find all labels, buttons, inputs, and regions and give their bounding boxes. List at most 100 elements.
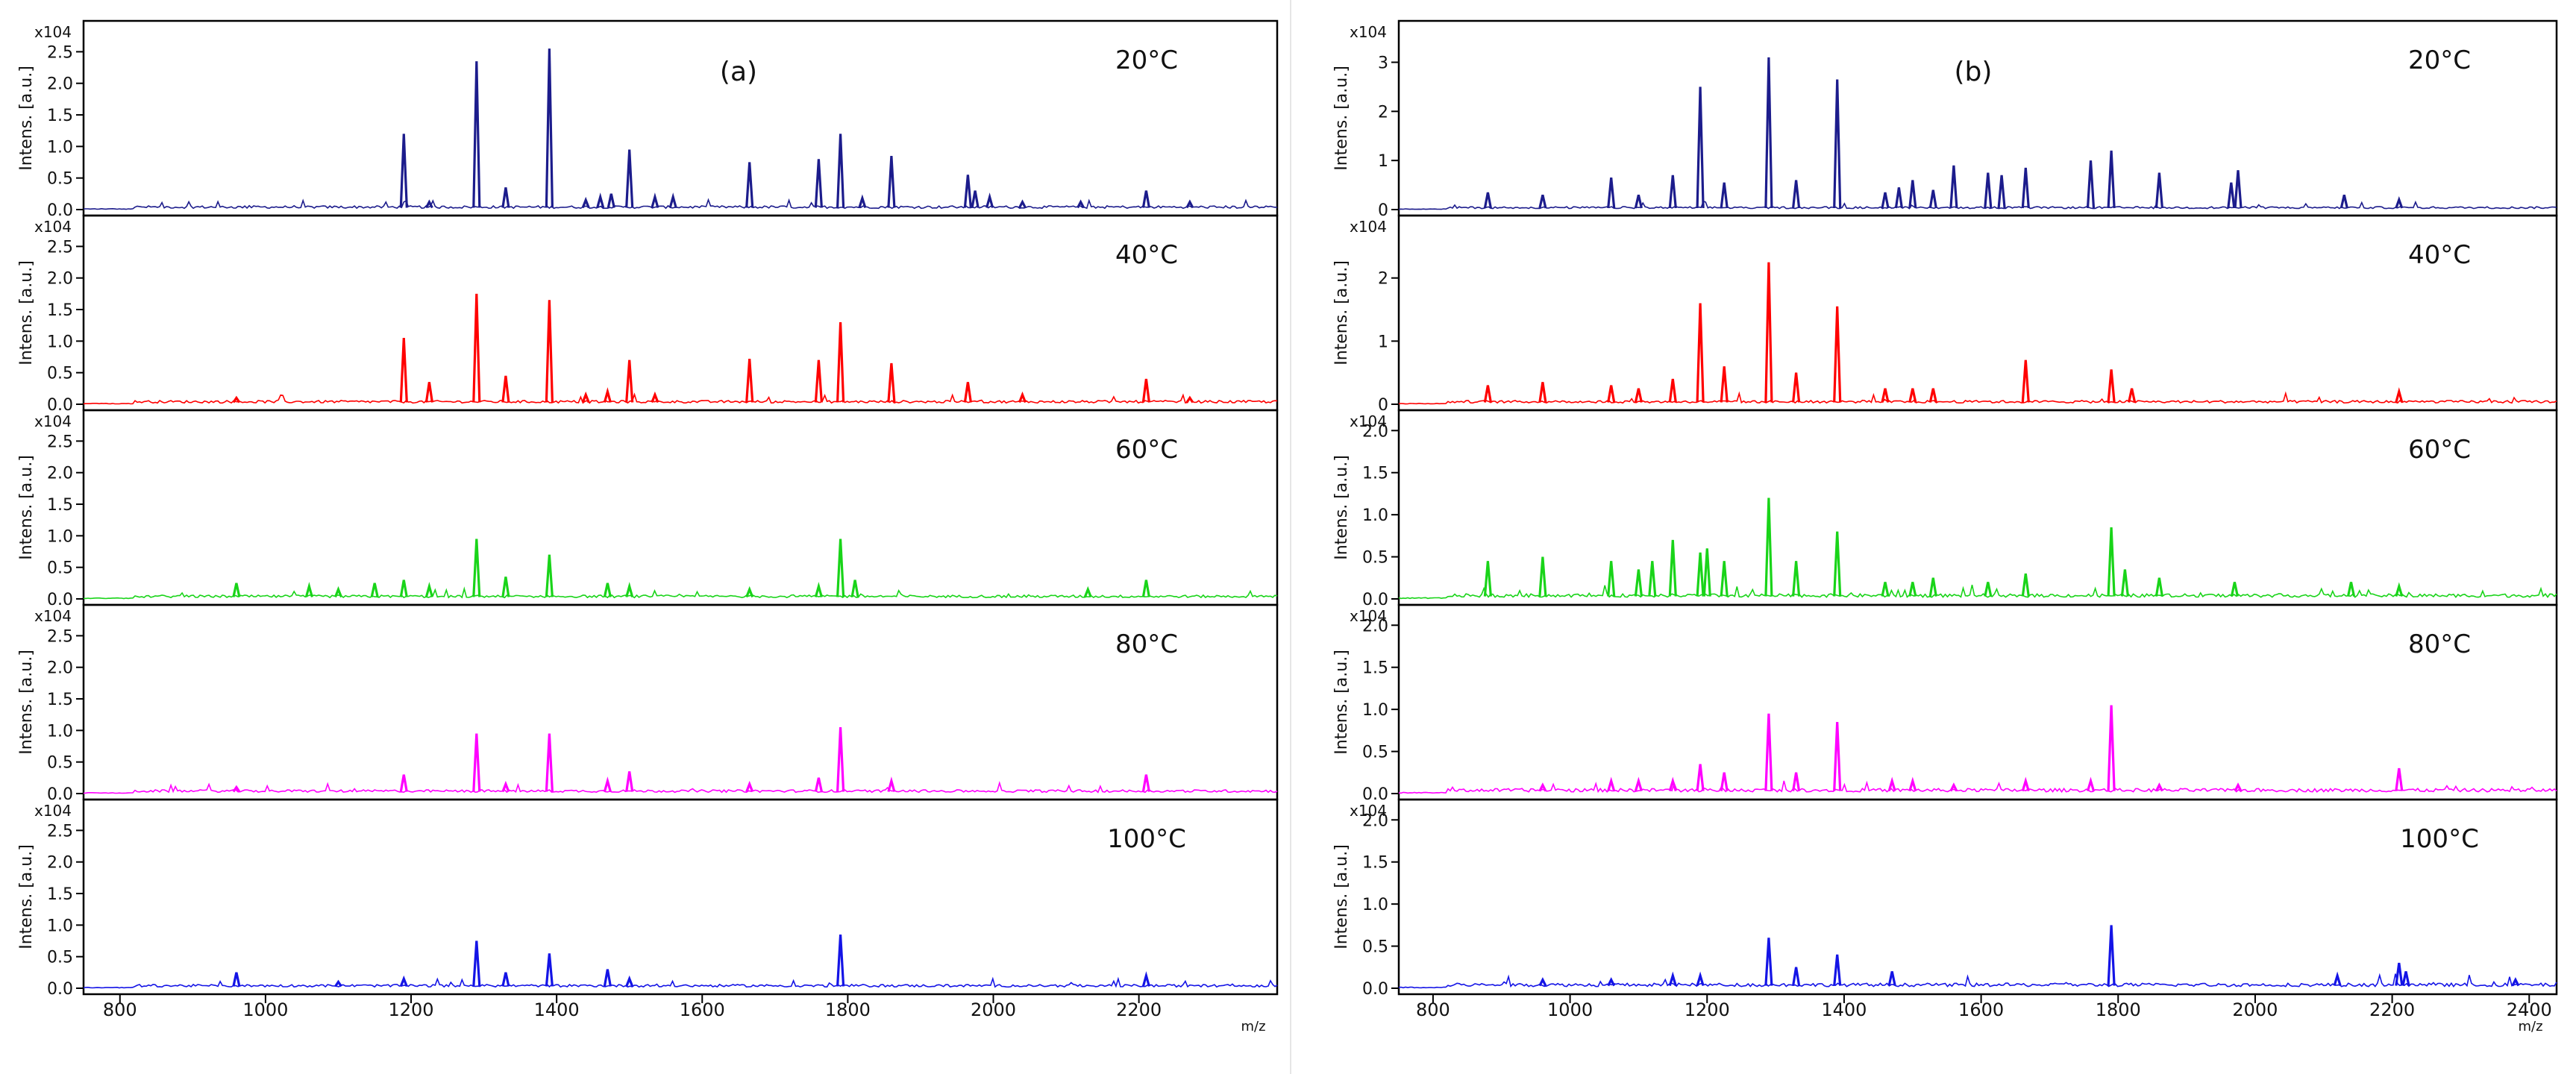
spectrum-baseline xyxy=(83,780,1278,794)
temperature-label: 60°C xyxy=(1115,435,1178,465)
y-axis-label: Intens. [a.u.] xyxy=(17,260,36,365)
spectrum-peak xyxy=(1984,582,1993,597)
spectrum-peak xyxy=(304,582,313,597)
y-tick-label: 2.0 xyxy=(1362,617,1388,635)
spectrum-peak xyxy=(2154,172,2163,209)
spectrum-peak xyxy=(1141,580,1150,597)
y-multiplier-label: x104 xyxy=(34,607,72,625)
y-tick-label: 2.5 xyxy=(47,433,73,451)
spectrum-peak xyxy=(501,577,510,597)
spectrum-peak xyxy=(472,61,481,208)
spectrum-peak xyxy=(399,774,408,792)
spectrum-peak xyxy=(2107,705,2116,791)
spectrum-peak xyxy=(1538,194,1547,209)
y-tick-label: 0.0 xyxy=(1362,785,1388,804)
y-tick-label: 0.0 xyxy=(47,591,73,609)
spectrum-subplot: 0 1 2 Intens. [a.u.] x104 40°C xyxy=(1332,214,2558,415)
spectrum-peak xyxy=(1720,772,1729,791)
spectrum-peak xyxy=(625,975,634,987)
y-multiplier-label: x104 xyxy=(1350,23,1387,41)
y-tick-label: 1.0 xyxy=(47,917,73,935)
x-tick-label: 1600 xyxy=(680,999,725,1020)
spectrum-peak xyxy=(2107,527,2116,597)
spectrum-peak xyxy=(1792,372,1801,403)
y-tick-label: 2.0 xyxy=(1362,422,1388,441)
spectrum-peak xyxy=(334,979,342,987)
spectrum-peak xyxy=(2021,573,2030,597)
spectrum-peak xyxy=(836,727,845,792)
spectrum-baseline xyxy=(1398,391,2557,405)
y-axis-label: Intens. [a.u.] xyxy=(17,844,36,949)
y-tick-label: 0.0 xyxy=(47,201,73,220)
y-multiplier-label: x104 xyxy=(1350,412,1387,430)
spectrum-peak xyxy=(2346,582,2356,597)
spectrum-peak xyxy=(1668,175,1677,209)
spectrum-peak xyxy=(596,192,605,208)
spectrum-peak xyxy=(1141,774,1150,792)
spectrum-peak xyxy=(1634,388,1643,403)
temperature-label: 40°C xyxy=(2408,240,2471,270)
y-tick-label: 1.5 xyxy=(47,496,73,515)
y-tick-label: 2.0 xyxy=(47,465,73,483)
spectrum-peak xyxy=(2230,582,2239,597)
spectrum-peak xyxy=(2021,167,2030,209)
spectrum-peak xyxy=(1833,722,1842,791)
x-tick-label: 2400 xyxy=(2507,999,2552,1020)
y-tick-label: 0.5 xyxy=(47,754,73,773)
spectrum-peak xyxy=(2154,782,2163,792)
temperature-label: 60°C xyxy=(2408,435,2471,465)
spectrum-peak xyxy=(232,972,241,987)
spectrum-peak xyxy=(836,321,845,403)
y-multiplier-label: x104 xyxy=(34,802,72,820)
y-tick-label: 2 xyxy=(1378,103,1388,122)
spectrum-peak xyxy=(1833,954,1842,986)
y-multiplier-label: x104 xyxy=(1350,802,1387,820)
y-tick-label: 1.5 xyxy=(1362,854,1388,873)
spectrum-peak xyxy=(1887,971,1896,986)
y-tick-label: 0.5 xyxy=(47,559,73,578)
spectrum-peak xyxy=(2128,388,2137,403)
spectrum-peak xyxy=(1668,378,1677,403)
y-axis-label: Intens. [a.u.] xyxy=(1332,455,1351,560)
y-tick-label: 1.0 xyxy=(1362,701,1388,720)
spectrum-peak xyxy=(1908,388,1917,403)
spectrum-peak xyxy=(2395,962,2404,986)
spectrum-peak xyxy=(2107,925,2116,986)
spectrum-peak xyxy=(2154,577,2163,597)
spectrum-peak xyxy=(1696,764,1705,791)
y-tick-label: 0 xyxy=(1378,201,1388,220)
spectrum-peak xyxy=(814,582,823,597)
spectrum-peak xyxy=(1881,582,1890,597)
x-tick-label: 1000 xyxy=(242,999,288,1020)
subplot-frame xyxy=(82,798,1279,996)
spectrum-peak xyxy=(858,194,867,208)
spectrum-peak xyxy=(2401,971,2410,986)
spectrum-peak xyxy=(2333,971,2342,987)
spectrum-peak xyxy=(232,785,241,793)
x-tick-label: 1200 xyxy=(1685,999,1730,1020)
spectrum-peak xyxy=(1908,776,1917,792)
y-tick-label: 2 xyxy=(1378,270,1388,289)
spectrum-peak xyxy=(2021,359,2030,403)
y-tick-label: 1.5 xyxy=(47,301,73,320)
spectrum-peak xyxy=(399,338,408,403)
spectrum-subplot: 0.0 0.5 1.0 1.5 2.0 2.5 Intens. [a.u.] x104 100°… xyxy=(17,798,1279,999)
spectrum-peak xyxy=(2511,977,2520,987)
spectrum-peak xyxy=(887,362,896,403)
temperature-label: 80°C xyxy=(1115,629,1178,659)
spectrum-peak xyxy=(887,156,896,208)
spectrum-peak xyxy=(1720,366,1729,403)
spectrum-peak xyxy=(607,193,615,208)
x-axis-label: m/z xyxy=(1241,1019,1265,1034)
spectrum-peak xyxy=(1792,180,1801,209)
y-tick-label: 2.0 xyxy=(1362,811,1388,830)
y-tick-label: 2.5 xyxy=(47,238,73,257)
spectrum-peak xyxy=(1607,977,1616,987)
spectrum-peak xyxy=(1764,497,1773,597)
y-axis-label: Intens. [a.u.] xyxy=(17,66,36,171)
y-tick-label: 1.0 xyxy=(1362,896,1388,914)
spectrum-peak xyxy=(836,134,845,208)
spectrum-baseline xyxy=(1398,585,2557,600)
